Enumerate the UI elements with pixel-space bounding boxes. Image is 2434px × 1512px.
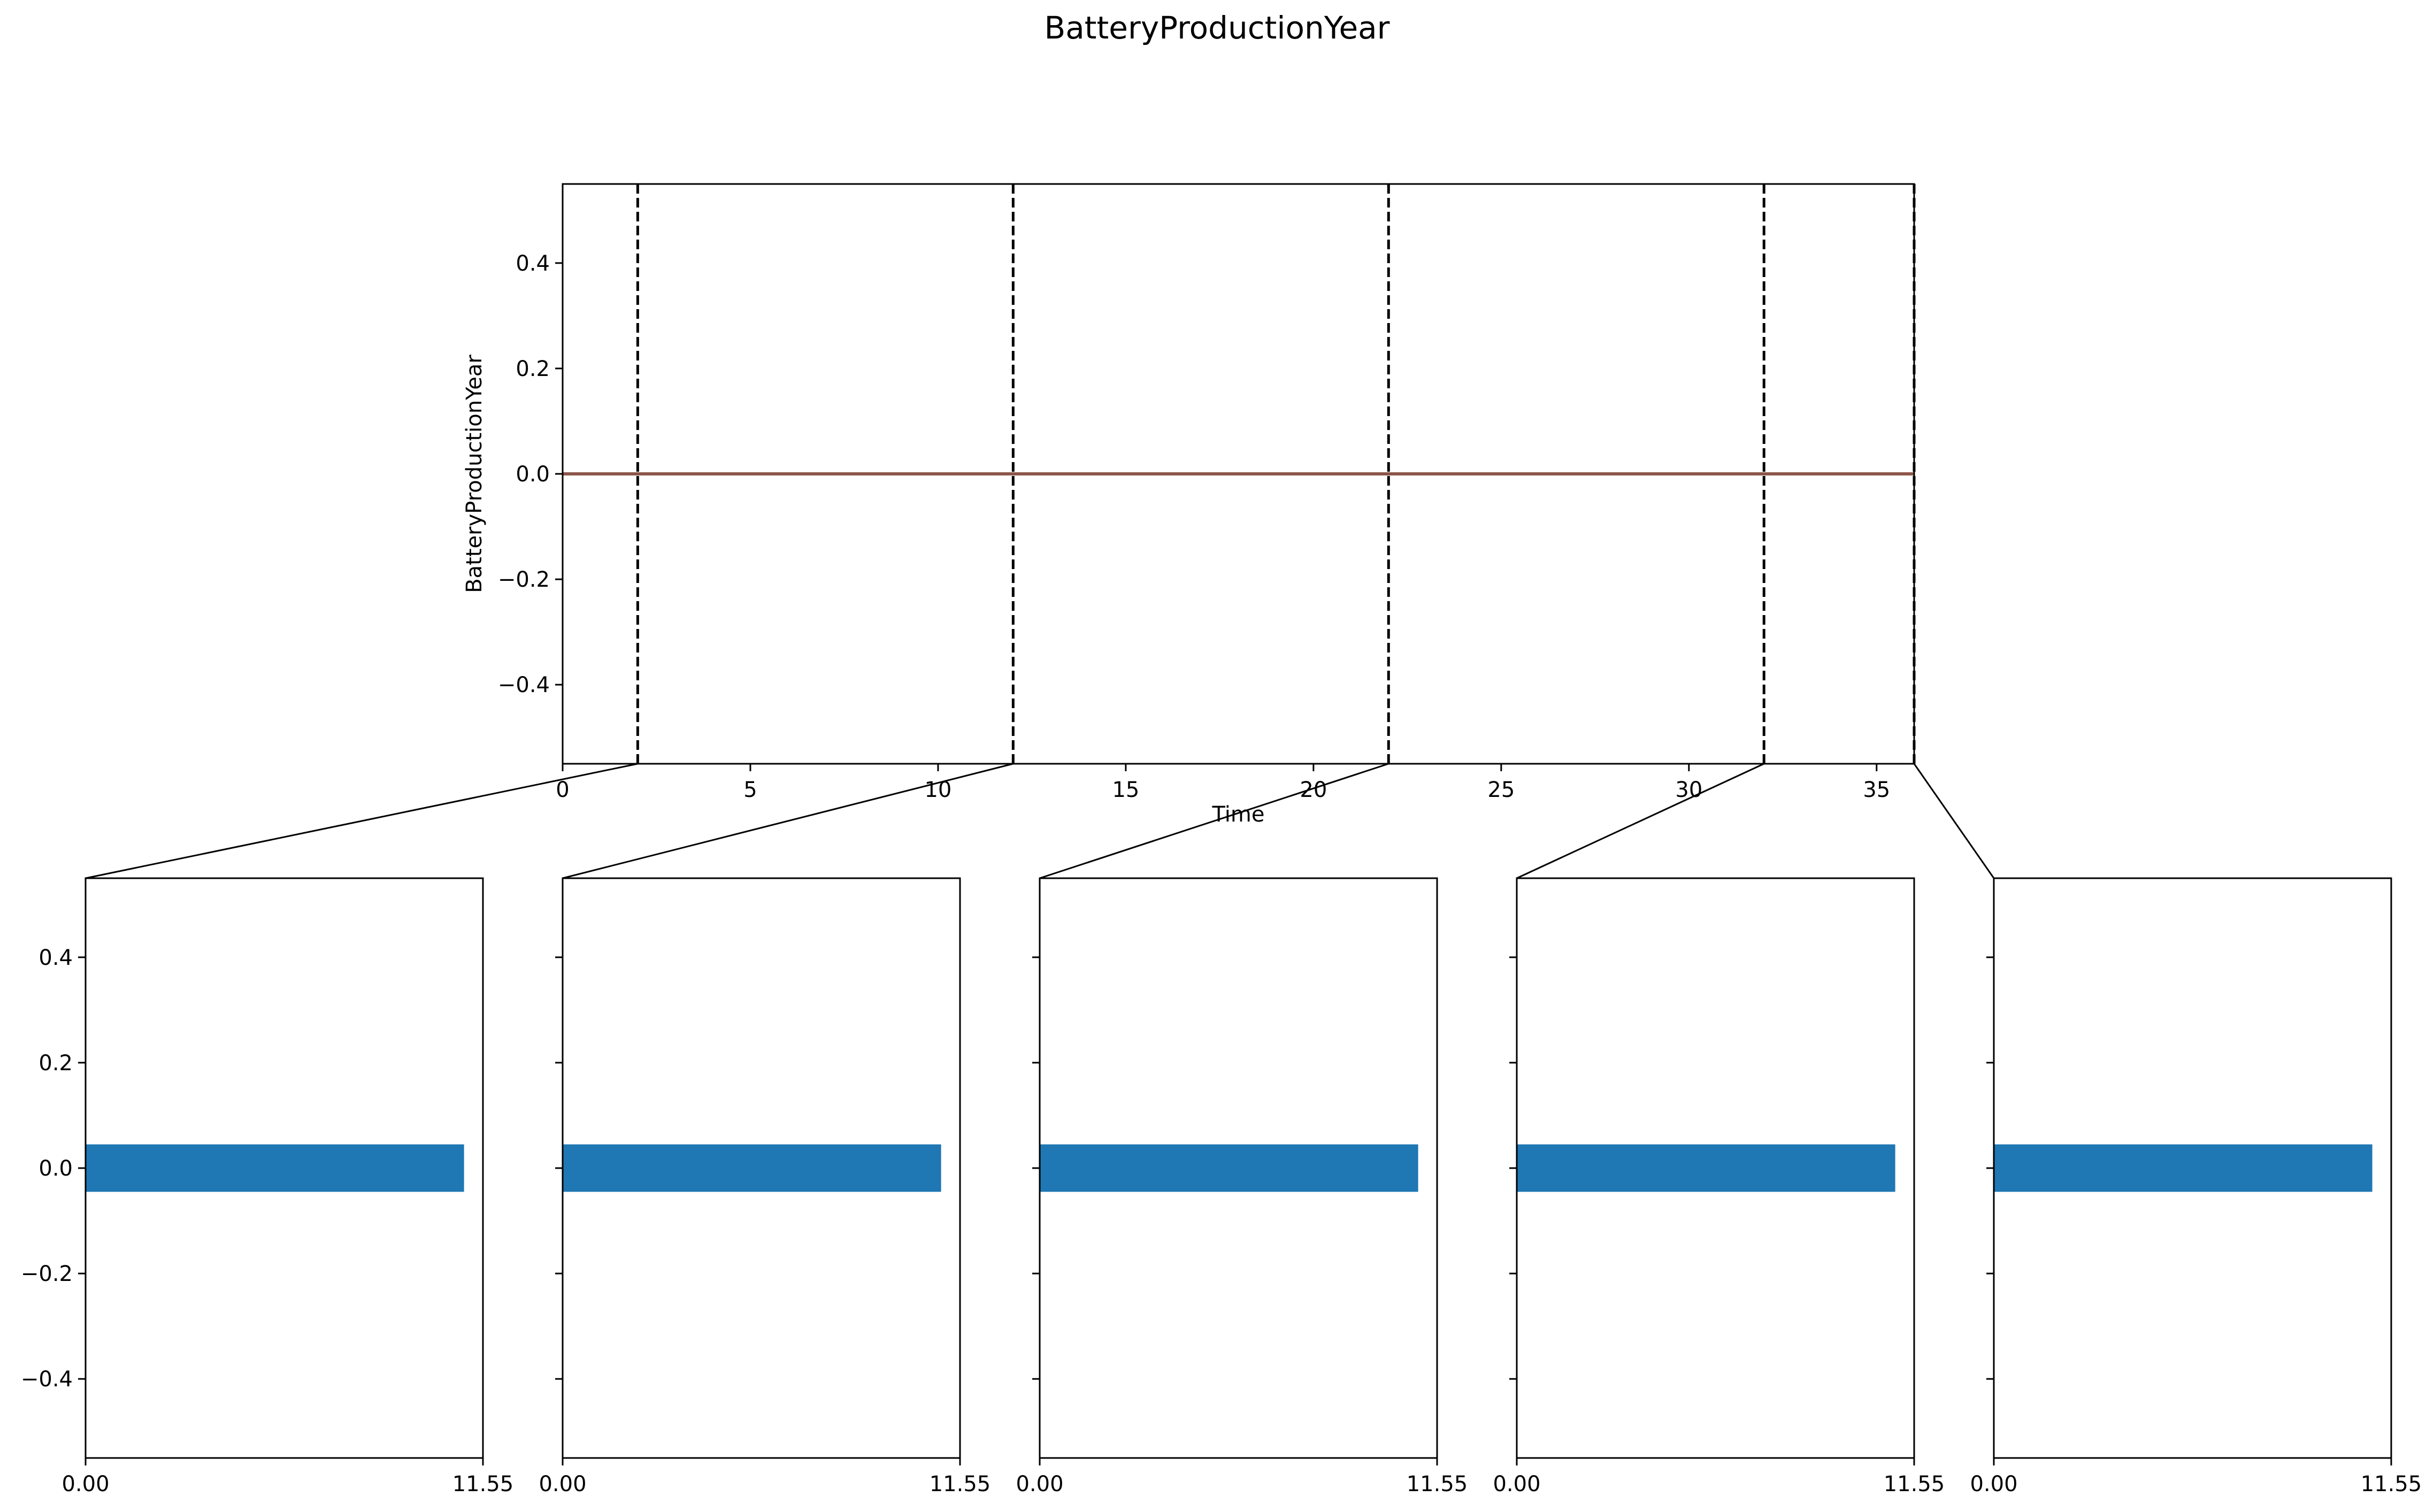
x-tick-label: 11.55 [1407, 1472, 1468, 1496]
x-tick-label: 0.00 [1493, 1472, 1540, 1496]
x-axis-label: Time [1212, 802, 1265, 827]
zoom-connector-line-4 [1516, 763, 1764, 879]
x-tick-label: 30 [1675, 778, 1702, 802]
zoom-connector-line-2 [562, 763, 1013, 879]
x-tick-label: 11.55 [452, 1472, 514, 1496]
x-tick-label: 10 [924, 778, 951, 802]
bar-panel-2: 0.00 11.55 [539, 877, 991, 1496]
bar [563, 1144, 941, 1192]
bar-panel-5: 0.00 11.55 [1970, 877, 2422, 1496]
y-tick-label: 0.2 [516, 357, 550, 381]
y-tick-label: −0.2 [21, 1262, 73, 1286]
bar-panel-1: −0.4 −0.2 0.0 0.2 0.4 0.00 11.55 [21, 877, 514, 1496]
x-tick-label: 35 [1863, 778, 1890, 802]
bar-panel-3: 0.00 11.55 [1016, 877, 1468, 1496]
x-tick-label: 11.55 [930, 1472, 991, 1496]
zoom-connector-line-3 [1039, 763, 1389, 879]
x-tick-label: 0.00 [62, 1472, 109, 1496]
y-axis-label: BatteryProductionYear [462, 355, 487, 593]
bar-panel-4: 0.00 11.55 [1493, 877, 1945, 1496]
zoom-connector-line-1 [85, 763, 638, 879]
y-tick-label: 0.4 [39, 946, 73, 970]
x-tick-label: 0.00 [539, 1472, 586, 1496]
x-tick-label: 0.00 [1970, 1472, 2017, 1496]
x-tick-label: 25 [1487, 778, 1515, 802]
figure-title: BatteryProductionYear [1044, 10, 1390, 46]
bar [1994, 1144, 2372, 1192]
x-tick-label: 11.55 [1884, 1472, 1945, 1496]
x-tick-label: 0 [556, 778, 569, 802]
x-tick-label: 15 [1112, 778, 1139, 802]
bar [1040, 1144, 1418, 1192]
x-tick-label: 0.00 [1016, 1472, 1063, 1496]
y-tick-label: −0.4 [21, 1367, 73, 1392]
y-tick-label: −0.2 [498, 567, 550, 592]
y-tick-label: −0.4 [498, 673, 550, 697]
zoom-connector-line-5 [1913, 763, 1995, 879]
main-line-chart: 0 5 10 15 20 25 30 35 −0.4 −0.2 0.0 0.2 0.4 Time Batte… [462, 183, 1916, 827]
x-tick-label: 11.55 [2361, 1472, 2422, 1496]
x-tick-label: 20 [1300, 778, 1327, 802]
y-tick-label: 0.4 [516, 251, 550, 276]
y-tick-label: 0.2 [39, 1051, 73, 1076]
bar-panels: −0.4 −0.2 0.0 0.2 0.4 0.00 11.55 0.00 11.55 0.00 1… [21, 877, 2422, 1496]
zoom-connector-lines [85, 763, 1995, 879]
bar [1517, 1144, 1895, 1192]
x-tick-label: 5 [743, 778, 757, 802]
bar [86, 1144, 464, 1192]
y-tick-label: 0.0 [516, 462, 550, 487]
y-tick-label: 0.0 [39, 1156, 73, 1181]
